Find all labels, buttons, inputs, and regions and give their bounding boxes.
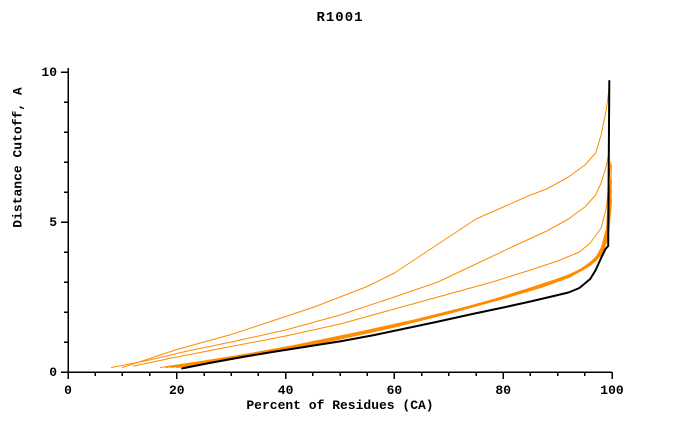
x-tick-label: 0 — [64, 383, 72, 398]
series-model-17 — [160, 200, 612, 368]
x-tick-label: 20 — [169, 383, 185, 398]
y-axis-label: Distance Cutoff, A — [10, 87, 26, 228]
x-axis-label: Percent of Residues (CA) — [246, 398, 434, 413]
series-model-7 — [170, 173, 612, 368]
y-tick-label: 10 — [41, 65, 57, 80]
series-model-high-3 — [132, 161, 612, 367]
y-tick-label: 5 — [49, 215, 57, 230]
series-model-16 — [198, 209, 612, 366]
x-tick-label: 60 — [387, 383, 403, 398]
x-tick-label: 80 — [495, 383, 511, 398]
series-model-5 — [176, 194, 611, 368]
y-tick-label: 0 — [49, 365, 57, 380]
series-model-9 — [176, 191, 612, 368]
x-tick-label: 40 — [278, 383, 294, 398]
x-tick-label: 100 — [600, 383, 624, 398]
series-model-11 — [165, 209, 611, 368]
series-model-14 — [170, 188, 612, 368]
series-model-high-2 — [111, 149, 610, 368]
chart-title: R1001 — [316, 10, 364, 26]
series-model-high-1 — [121, 85, 610, 368]
series-model-12 — [187, 179, 612, 367]
series-model-15 — [181, 164, 612, 367]
series-reference-black — [181, 80, 611, 370]
